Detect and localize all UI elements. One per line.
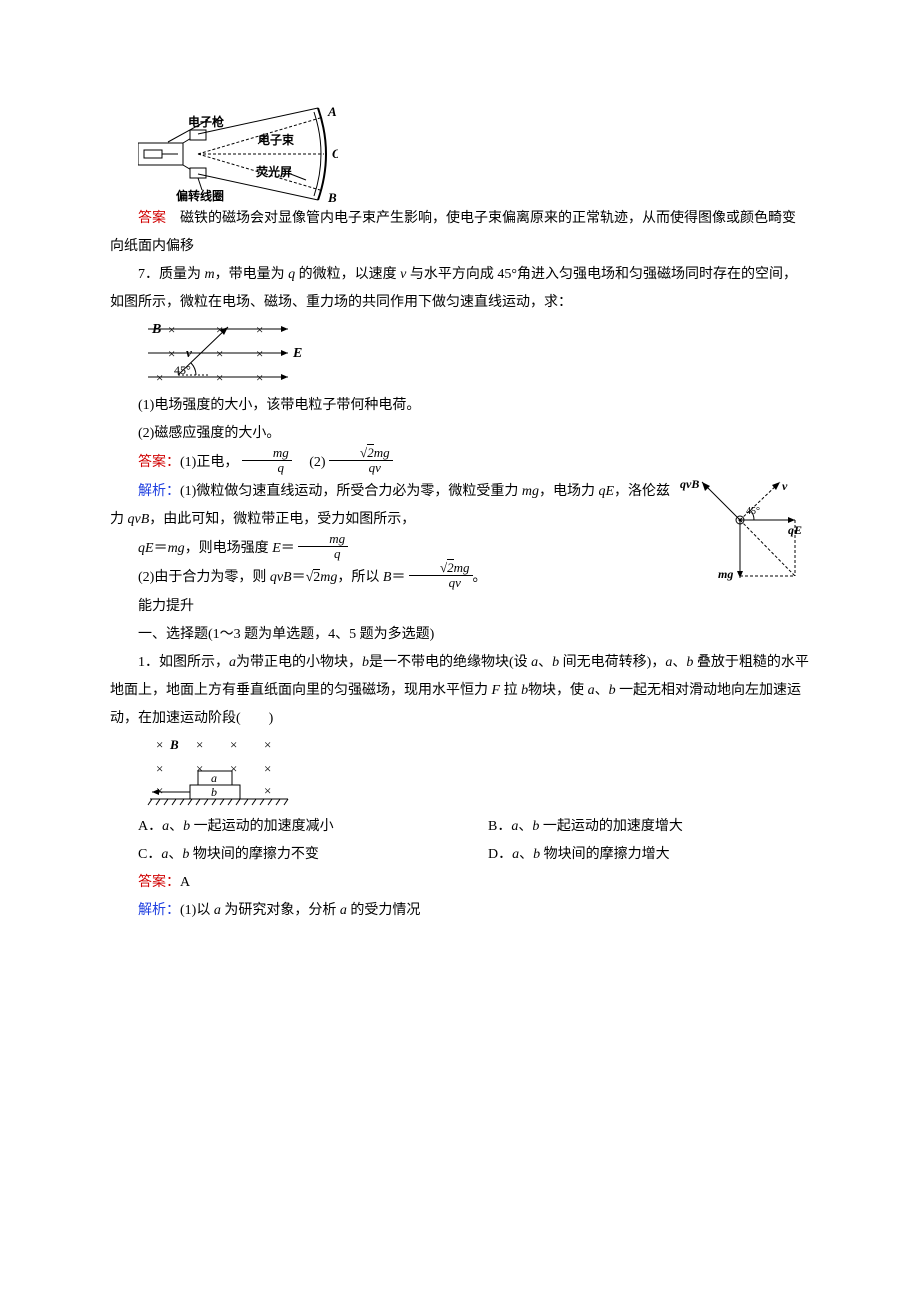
- svg-text:qvB: qvB: [680, 478, 699, 491]
- svg-text:×: ×: [168, 322, 175, 337]
- svg-text:O: O: [332, 146, 338, 161]
- svg-text:×: ×: [216, 346, 223, 361]
- answer-7: 答案：(1)正电， mgq (2) √2mgqv: [110, 448, 810, 478]
- question-7: 7．质量为 m，带电量为 q 的微粒，以速度 v 与水平方向成 45°角进入匀强…: [110, 261, 810, 317]
- q1-options: A．a、b 一起运动的加速度减小 B．a、b 一起运动的加速度增大 C．a、b …: [110, 813, 810, 869]
- force-diagram: qE mg qvB v 45°: [680, 478, 810, 593]
- svg-text:v: v: [782, 479, 788, 493]
- section-upgrade: 能力提升: [110, 593, 810, 621]
- svg-text:×: ×: [156, 737, 163, 752]
- question-1: 1．如图所示，a为带正电的小物块，b是一不带电的绝缘物块(设 a、b 间无电荷转…: [110, 649, 810, 733]
- q7-sub1: (1)电场强度的大小，该带电粒子带何种电荷。: [110, 392, 810, 420]
- answer-1: 答案：A: [110, 869, 810, 897]
- label-screen: 荧光屏: [256, 164, 292, 179]
- svg-text:B: B: [327, 190, 337, 205]
- q1-option-a: A．a、b 一起运动的加速度减小: [110, 813, 460, 841]
- section-choice: 一、选择题(1～3 题为单选题，4、5 题为多选题): [110, 621, 810, 649]
- svg-text:×: ×: [216, 370, 223, 385]
- svg-text:×: ×: [256, 370, 263, 385]
- svg-text:v: v: [186, 345, 192, 360]
- label-E: E: [292, 346, 302, 361]
- svg-text:mg: mg: [718, 567, 733, 581]
- q7-sub2: (2)磁感应强度的大小。: [110, 420, 810, 448]
- svg-text:×: ×: [156, 761, 163, 776]
- answer-6: 答案 磁铁的磁场会对显像管内电子束产生影响，使电子束偏离原来的正常轨迹，从而使得…: [110, 205, 810, 261]
- svg-text:×: ×: [264, 783, 271, 798]
- q1-option-b: B．a、b 一起运动的加速度增大: [460, 813, 810, 841]
- svg-text:×: ×: [196, 737, 203, 752]
- label-beam: 电子束: [258, 132, 295, 147]
- svg-text:45°: 45°: [174, 363, 191, 377]
- svg-text:45°: 45°: [746, 506, 760, 517]
- svg-text:×: ×: [156, 370, 163, 385]
- q1-figure: × B × × × × × × × × × × × a b: [138, 733, 810, 813]
- svg-text:a: a: [211, 771, 217, 785]
- q1-option-d: D．a、b 物块间的摩擦力增大: [460, 841, 810, 869]
- q1-option-c: C．a、b 物块间的摩擦力不变: [110, 841, 460, 869]
- svg-text:b: b: [211, 785, 217, 799]
- solution-1: 解析：(1)以 a 为研究对象，分析 a 的受力情况: [110, 897, 810, 925]
- label-B: B: [151, 322, 161, 337]
- svg-text:×: ×: [256, 322, 263, 337]
- svg-text:×: ×: [230, 737, 237, 752]
- svg-text:×: ×: [168, 346, 175, 361]
- svg-text:×: ×: [264, 761, 271, 776]
- svg-text:B: B: [169, 737, 179, 752]
- svg-text:×: ×: [264, 737, 271, 752]
- crt-figure: 电子枪 电子束 荧光屏 偏转线圈 A O B: [138, 100, 810, 205]
- svg-text:×: ×: [256, 346, 263, 361]
- svg-text:A: A: [327, 104, 337, 119]
- q7-figure: E B × × × × × × × × × 45° v: [138, 317, 810, 392]
- label-coil: 偏转线圈: [176, 188, 224, 203]
